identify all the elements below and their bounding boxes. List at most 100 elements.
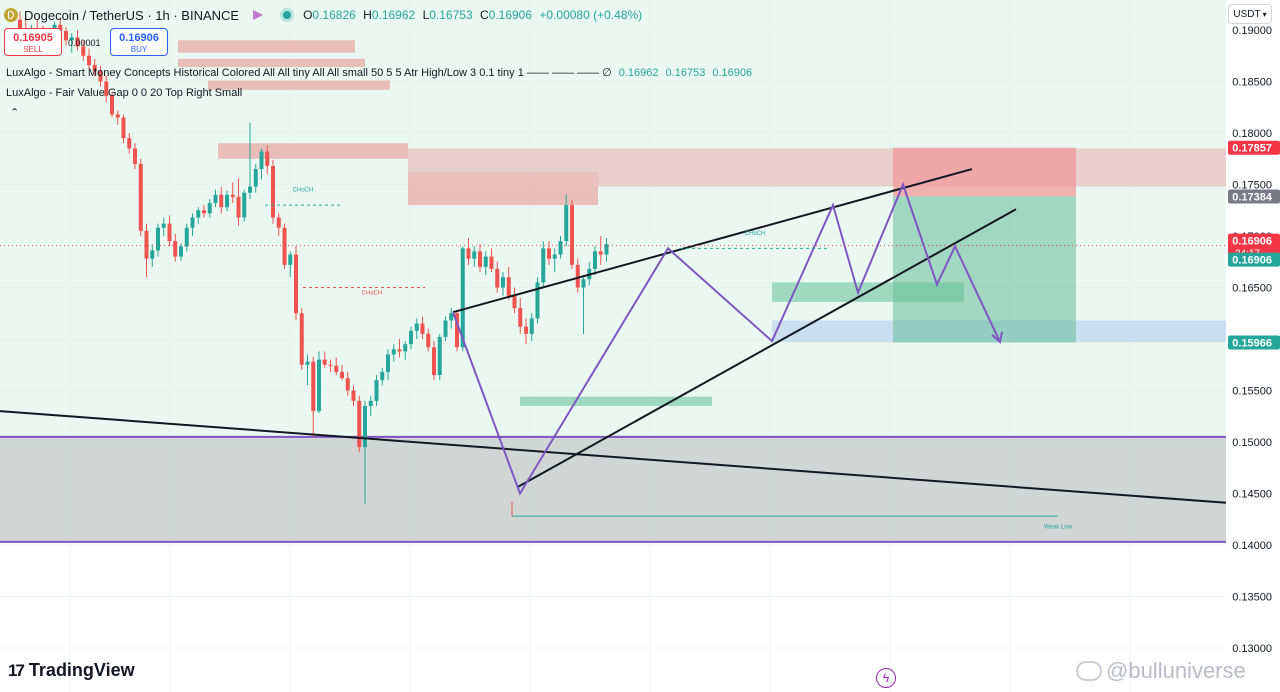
- candle-body: [558, 241, 563, 255]
- candle-body: [248, 186, 252, 193]
- buy-price: 0.16906: [119, 32, 159, 44]
- price-tag: [1228, 335, 1280, 350]
- chevron-up-icon[interactable]: ⌃: [10, 107, 20, 119]
- candle-body: [466, 248, 471, 259]
- candle-body: [144, 230, 149, 259]
- dogecoin-icon: [4, 8, 18, 22]
- candle-body: [225, 194, 229, 208]
- ohlc-low-label: L: [422, 8, 430, 22]
- price-tag-label: 0.17384: [1232, 191, 1273, 203]
- price-tick-label: 0.14500: [1232, 489, 1272, 501]
- indicator-fvg-legend[interactable]: LuxAlgo - Fair Value Gap 0 0 20 Top Righ…: [6, 87, 242, 99]
- candle-body: [230, 194, 235, 197]
- sell-label: SELL: [23, 45, 43, 54]
- candle-body: [133, 148, 137, 164]
- candle-body: [81, 46, 86, 56]
- candle-body: [420, 323, 425, 334]
- path-arrowhead: [991, 331, 1003, 345]
- ohlc-close-label: C: [479, 8, 489, 22]
- candle-body: [219, 194, 224, 208]
- candle-body: [115, 114, 120, 118]
- candle-body: [541, 248, 546, 283]
- candle-body: [368, 400, 373, 406]
- candle-body: [196, 210, 201, 218]
- candle-body: [236, 196, 241, 218]
- candle-body: [179, 246, 183, 257]
- ohlc-high-value: 0.16962: [371, 8, 416, 22]
- candle-body: [552, 254, 557, 259]
- supply-zone: [178, 40, 355, 53]
- candle-body: [414, 323, 419, 331]
- candle-body: [570, 205, 574, 265]
- candle-body: [345, 378, 350, 391]
- candle-body: [317, 359, 321, 412]
- candle-body: [282, 227, 287, 265]
- ohlc-high-label: H: [363, 8, 372, 22]
- price-tag-label: 0.16906: [1232, 236, 1272, 248]
- candle-body: [311, 361, 316, 412]
- price-tick-label: 0.19000: [1232, 25, 1272, 37]
- candle-body: [92, 65, 97, 72]
- supply-zone: [408, 148, 1226, 187]
- candle-body: [593, 251, 597, 269]
- indicator-smc-legend[interactable]: LuxAlgo - Smart Money Concepts Historica…: [6, 66, 752, 79]
- candle-body: [524, 326, 528, 334]
- candle-body: [190, 217, 195, 228]
- sell-button[interactable]: 0.16905 SELL: [4, 28, 62, 56]
- candle-body: [489, 256, 494, 269]
- indicator-fvg-text: LuxAlgo - Fair Value Gap 0 0 20 Top Righ…: [6, 87, 243, 99]
- candle-body: [391, 349, 396, 355]
- ohlc-close-value: 0.16906: [488, 8, 533, 22]
- candle-body: [460, 248, 465, 348]
- candle-body: [202, 210, 206, 214]
- wedge-upper-line: [452, 168, 973, 314]
- candle-body: [472, 251, 477, 259]
- candle-body: [213, 194, 218, 204]
- flash-icon[interactable]: ϟ: [876, 668, 896, 688]
- candle-body: [64, 31, 68, 41]
- chart-annotation-label: CHoCH: [745, 231, 766, 237]
- tradingview-logo[interactable]: 17 TradingView: [8, 660, 135, 681]
- candle-body: [271, 165, 275, 218]
- candle-body: [127, 138, 132, 149]
- live-dot-icon: [283, 11, 292, 19]
- candle-body: [443, 320, 448, 337]
- downtrend-line: [0, 410, 1227, 504]
- market-status-icon[interactable]: [253, 10, 264, 20]
- supply-zone: [218, 143, 408, 159]
- currency-selector[interactable]: USDT ▾: [1228, 4, 1272, 24]
- candle-body: [403, 344, 408, 352]
- candle-body: [58, 24, 63, 32]
- price-tick-label: 0.14000: [1232, 540, 1272, 552]
- chart-zones: [0, 0, 1226, 543]
- ohlc-change-value: +0.00080 (+0.48%): [539, 8, 643, 22]
- candle-body: [322, 359, 327, 365]
- price-tag: [1228, 189, 1280, 204]
- candle-body: [104, 81, 109, 96]
- chart-annotation-label: CHoCH: [362, 291, 383, 297]
- candle-body: [328, 364, 333, 366]
- chevron-down-icon: ▾: [1262, 9, 1267, 19]
- candle-body: [426, 333, 431, 348]
- candle-body: [535, 282, 540, 319]
- symbol-title[interactable]: Dogecoin / TetherUS · 1h · BINANCE: [24, 7, 240, 23]
- indicator-smc-value-2: 0.16753: [665, 67, 706, 79]
- candle-body: [437, 336, 442, 376]
- candle-body: [167, 223, 172, 242]
- candle-body: [478, 251, 482, 267]
- chart-labels: CHoCH CHoCH CHoCH Weak Low: [293, 188, 1073, 531]
- candle-body: [161, 223, 166, 228]
- candle-body: [288, 254, 293, 265]
- candle-body: [581, 279, 586, 288]
- candle-body: [138, 163, 143, 231]
- candle-body: [506, 277, 511, 296]
- buy-button[interactable]: 0.16906 BUY: [110, 28, 168, 56]
- candle-body: [87, 55, 91, 66]
- currency-label: USDT: [1233, 8, 1261, 20]
- price-tag-label: 0.17857: [1232, 143, 1272, 155]
- stop-loss-area: [893, 147, 1076, 197]
- watermark-logo-icon: [1076, 661, 1102, 681]
- candle-body: [363, 405, 367, 448]
- price-axis[interactable]: 0.13000 0.13500 0.14000 0.14500 0.15000 0.155…: [1226, 0, 1280, 692]
